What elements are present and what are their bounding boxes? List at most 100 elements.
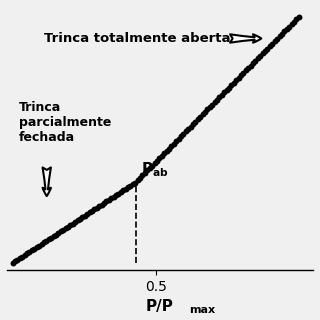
Point [267,44,272,49]
Point [212,100,217,105]
Point [193,119,198,124]
Point [97,204,102,209]
Point [60,227,66,232]
Point [238,73,244,78]
Point [246,66,251,71]
Point [121,188,126,193]
Point [128,183,133,188]
Point [190,122,196,127]
Point [12,259,18,264]
Point [272,39,277,44]
Point [255,56,260,61]
Point [234,78,239,83]
Point [205,107,210,112]
Point [198,114,203,119]
Point [210,102,215,107]
Text: Trinca
parcialmente
fechada: Trinca parcialmente fechada [19,101,112,144]
Point [292,19,297,24]
Point [284,27,289,32]
Point [265,46,270,51]
Point [171,141,176,146]
Text: Trinca totalmente aberta: Trinca totalmente aberta [44,32,230,45]
Point [109,196,114,201]
Point [99,202,104,207]
Point [243,68,248,73]
Point [149,163,155,168]
Point [27,249,32,254]
Point [176,136,181,141]
Point [34,244,39,250]
Point [90,208,95,213]
Point [277,34,282,39]
Point [200,112,205,117]
Point [17,256,22,261]
Point [236,75,241,80]
Point [36,243,42,248]
Point [75,218,80,223]
Point [251,60,256,66]
Point [130,181,135,187]
Point [63,226,68,231]
Point [140,173,145,178]
Point [20,254,25,259]
Point [270,41,275,46]
Point [73,220,78,225]
Point [178,134,183,139]
Point [133,180,138,185]
Point [56,230,61,236]
Point [10,260,15,266]
Point [87,210,92,215]
Point [58,229,63,234]
Point [94,205,100,210]
Point [32,246,37,251]
Point [227,85,232,90]
Point [166,146,172,151]
Point [82,213,87,218]
Point [183,129,188,134]
Point [248,63,253,68]
Point [287,24,292,29]
Point [46,237,51,242]
Point [229,83,234,88]
Point [49,235,54,240]
Point [142,170,148,175]
Point [173,139,179,144]
Point [258,53,263,59]
Point [294,17,299,22]
Point [29,248,35,253]
Point [106,197,111,203]
Point [296,14,301,20]
Point [39,242,44,247]
Point [53,232,59,237]
Point [262,48,268,53]
Point [241,70,246,76]
Point [15,257,20,262]
Point [65,224,70,229]
Point [51,234,56,239]
Point [114,193,119,198]
Point [41,240,46,245]
Point [152,161,157,166]
Point [84,212,90,217]
Point [188,124,193,129]
Point [145,168,150,173]
Text: max: max [189,305,215,315]
Point [123,186,128,191]
Point [253,58,258,63]
Point [195,117,200,122]
Point [282,29,287,34]
Point [92,207,97,212]
Point [162,151,167,156]
Point [181,131,186,136]
Point [154,158,159,163]
Point [22,252,27,258]
Point [279,31,284,36]
Point [77,216,83,221]
Point [203,109,208,115]
Point [111,194,116,199]
Point [116,191,121,196]
Point [207,105,212,110]
Point [260,51,265,56]
Point [68,222,73,228]
Point [104,199,109,204]
